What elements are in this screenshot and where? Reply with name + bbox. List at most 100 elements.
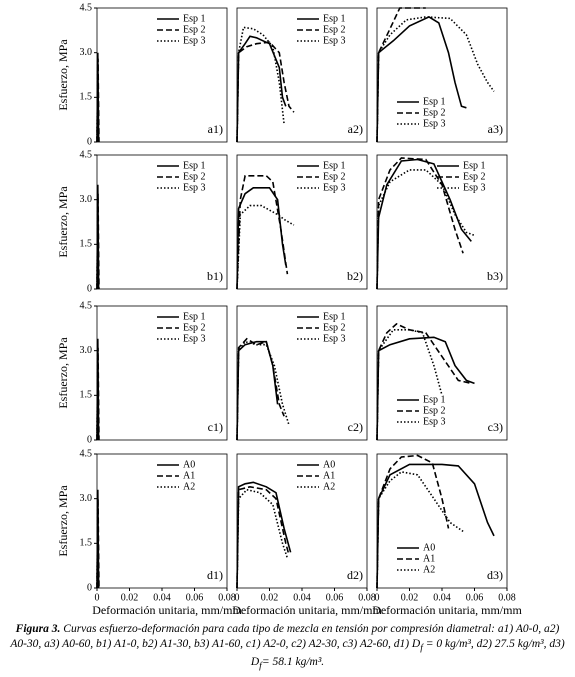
panel-label: b3) xyxy=(487,269,503,283)
legend-label: A0 xyxy=(323,459,335,470)
series-line xyxy=(376,329,443,441)
panel-label: b2) xyxy=(347,269,363,283)
series-line xyxy=(376,454,450,589)
series-line xyxy=(96,353,100,441)
series-line xyxy=(376,16,495,143)
x-tick-label: 0 xyxy=(235,592,240,603)
legend-label: Esp 1 xyxy=(323,160,346,171)
x-axis-label: Deformación unitaria, mm/mm xyxy=(232,603,382,617)
legend-label: Esp 3 xyxy=(323,35,346,46)
y-tick-label: 0 xyxy=(87,434,92,445)
legend-label: A1 xyxy=(183,470,195,481)
series-line xyxy=(376,322,472,441)
legend-label: A2 xyxy=(423,564,435,575)
panel-label: a2) xyxy=(348,122,363,136)
legend-label: Esp 2 xyxy=(323,322,346,333)
y-tick-label: 4.5 xyxy=(80,2,93,13)
y-tick-label: 4.5 xyxy=(80,300,93,311)
x-axis-label: Deformación unitaria, mm/mm xyxy=(92,603,242,617)
series-line xyxy=(96,338,100,441)
series-line xyxy=(376,15,467,143)
series-line xyxy=(376,7,426,143)
y-tick-label: 0 xyxy=(87,136,92,147)
legend-label: Esp 2 xyxy=(183,24,206,35)
plot-frame xyxy=(376,305,508,441)
x-tick-label: 0.02 xyxy=(121,592,139,603)
x-tick-label: 0 xyxy=(375,592,380,603)
legend-label: Esp 3 xyxy=(423,118,446,129)
x-tick-label: 0.06 xyxy=(466,592,484,603)
caption-text: = 0 kg/m³, d2) 27.5 kg/m³, d3) D xyxy=(250,638,565,669)
caption-sub: f xyxy=(259,660,262,672)
series-line xyxy=(236,340,279,441)
series-line xyxy=(236,187,287,290)
series-line xyxy=(376,169,475,290)
legend-label: Esp 3 xyxy=(183,333,206,344)
x-tick-label: 0.08 xyxy=(218,592,236,603)
x-axis-label: Deformación unitaria, mm/mm xyxy=(372,603,522,617)
x-tick-label: 0.06 xyxy=(326,592,344,603)
panel-label: d1) xyxy=(207,568,223,582)
legend-label: Esp 1 xyxy=(423,96,446,107)
y-axis-label: Esfuerzo, MPa xyxy=(56,485,70,557)
legend-label: A0 xyxy=(423,542,435,553)
legend-label: Esp 1 xyxy=(183,311,206,322)
legend-label: A1 xyxy=(323,470,335,481)
legend-label: Esp 2 xyxy=(323,171,346,182)
legend-label: Esp 2 xyxy=(423,107,446,118)
plot-frame xyxy=(236,305,368,441)
series-line xyxy=(96,64,100,143)
series-line xyxy=(96,347,100,441)
series-line xyxy=(236,337,285,441)
legend-label: Esp 3 xyxy=(463,182,486,193)
plot-frame xyxy=(376,7,508,143)
y-axis-label: Esfuerzo, MPa xyxy=(56,337,70,409)
legend-label: Esp 1 xyxy=(183,160,206,171)
plot-frame xyxy=(376,154,508,290)
legend-label: Esp 1 xyxy=(183,13,206,24)
series-line xyxy=(236,175,289,290)
caption-sub: f xyxy=(420,642,423,654)
series-line xyxy=(376,471,464,589)
x-tick-label: 0.08 xyxy=(358,592,376,603)
legend-label: Esp 1 xyxy=(323,13,346,24)
series-line xyxy=(236,481,292,589)
panel-label: a3) xyxy=(488,122,503,136)
series-line xyxy=(236,485,290,589)
caption-text: Curvas esfuerzo-deformación para cada ti… xyxy=(10,623,560,650)
legend-label: A2 xyxy=(183,481,195,492)
legend-label: Esp 3 xyxy=(323,333,346,344)
caption-label: Figura 3. xyxy=(15,623,61,635)
x-tick-label: 0.06 xyxy=(186,592,204,603)
x-tick-label: 0.04 xyxy=(153,592,171,603)
legend-label: Esp 2 xyxy=(423,405,446,416)
series-line xyxy=(96,202,100,290)
panel-label: a1) xyxy=(208,122,223,136)
caption-text: = 58.1 kg/m³. xyxy=(261,656,325,669)
y-tick-label: 3.0 xyxy=(80,47,93,58)
x-tick-label: 0 xyxy=(95,592,100,603)
x-tick-label: 0.04 xyxy=(433,592,451,603)
y-tick-label: 3.0 xyxy=(80,194,93,205)
x-tick-label: 0.02 xyxy=(261,592,279,603)
y-axis-label: Esfuerzo, MPa xyxy=(56,186,70,258)
legend-label: Esp 2 xyxy=(183,171,206,182)
legend-label: Esp 3 xyxy=(323,182,346,193)
x-tick-label: 0.02 xyxy=(401,592,419,603)
panel-label: c3) xyxy=(488,420,503,434)
series-line xyxy=(236,26,285,143)
series-line xyxy=(236,204,295,290)
series-line xyxy=(376,336,475,441)
plot-frame xyxy=(236,7,368,143)
x-tick-label: 0.08 xyxy=(498,592,516,603)
legend-label: Esp 1 xyxy=(463,160,486,171)
y-tick-label: 0 xyxy=(87,283,92,294)
series-line xyxy=(376,463,495,589)
series-line xyxy=(236,488,289,589)
legend-label: A1 xyxy=(423,553,435,564)
legend-label: Esp 3 xyxy=(183,35,206,46)
legend-label: A0 xyxy=(183,459,195,470)
panel-label: d2) xyxy=(347,568,363,582)
